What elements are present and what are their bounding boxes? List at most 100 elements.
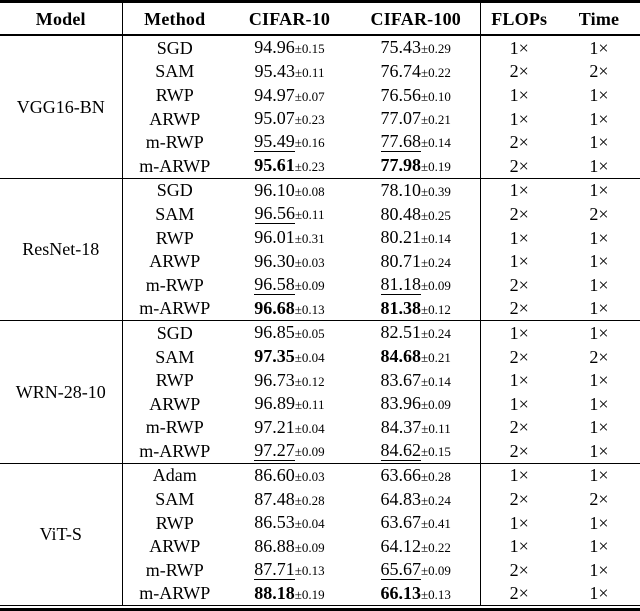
cifar10-value-cell: 87.48±0.28 <box>227 487 352 511</box>
time-cell: 1× <box>589 512 609 533</box>
flops-cell: 2× <box>479 415 558 440</box>
accuracy-std: ±0.09 <box>294 539 325 555</box>
flops-cell: 1× <box>479 225 558 250</box>
time-cell: 2× <box>589 61 609 82</box>
method-cell: RWP <box>121 510 227 535</box>
column-header-time: Time <box>558 3 640 36</box>
model-cell: WRN-28-10 <box>15 381 106 402</box>
cifar10-value-cell: 87.71±0.13 <box>227 558 352 582</box>
table-row: ARWP 86.88±0.09 64.12±0.22 1× 1× <box>0 534 640 559</box>
accuracy-value: 96.68 <box>254 297 295 318</box>
accuracy-value: 96.10 <box>254 179 295 200</box>
time-cell: 1× <box>589 227 609 248</box>
flops-cell: 2× <box>479 439 558 464</box>
method-cell: SAM <box>121 202 227 226</box>
table-row: RWP 94.97±0.07 76.56±0.10 1× 1× <box>0 83 640 107</box>
accuracy-std: ±0.13 <box>421 587 451 602</box>
accuracy-value: 96.58 <box>254 273 295 295</box>
header-row: Model Method CIFAR-10 CIFAR-100 FLOPs Ti… <box>0 3 640 36</box>
flops-cell: 1× <box>479 178 558 203</box>
accuracy-std: ±0.09 <box>421 277 451 293</box>
accuracy-value: 77.07 <box>380 108 422 129</box>
accuracy-std: ±0.21 <box>421 350 451 366</box>
time-cell: 1× <box>589 393 609 414</box>
cifar10-value-cell: 88.18±0.19 <box>227 582 352 606</box>
flops-cell: 1× <box>479 510 558 535</box>
cifar10-value-cell: 96.30±0.03 <box>227 249 352 273</box>
cifar100-value-cell: 77.68±0.14 <box>352 130 480 154</box>
method-cell: SAM <box>121 59 227 84</box>
table-row: m-RWP 97.21±0.04 84.37±0.11 2× 1× <box>0 415 640 440</box>
accuracy-value: 63.66 <box>380 465 422 486</box>
method-cell: m-ARWP <box>121 153 227 179</box>
time-cell: 2× <box>589 203 609 224</box>
time-cell: 1× <box>589 132 609 153</box>
method-cell: m-ARWP <box>121 296 227 321</box>
time-cell: 1× <box>589 465 609 486</box>
time-cell: 1× <box>589 155 609 176</box>
table-row: m-RWP 87.71±0.13 65.67±0.09 2× 1× <box>0 558 640 582</box>
accuracy-std: ±0.24 <box>421 492 451 508</box>
flops-cell: 2× <box>479 581 558 606</box>
flops-cell: 2× <box>479 130 558 154</box>
accuracy-value: 80.48 <box>380 203 422 224</box>
cifar10-value-cell: 95.07±0.23 <box>227 107 352 131</box>
accuracy-std: ±0.21 <box>421 112 451 128</box>
time-cell: 1× <box>589 440 609 461</box>
cifar100-value-cell: 75.43±0.29 <box>352 35 480 60</box>
accuracy-value: 86.88 <box>254 535 295 556</box>
method-cell: m-RWP <box>121 558 227 582</box>
flops-cell: 2× <box>479 59 558 84</box>
block-wrn-28-10: WRN-28-10 SGD 96.85±0.05 82.51±0.24 1× 1… <box>0 320 640 464</box>
accuracy-std: ±0.28 <box>421 469 451 485</box>
table-row: m-ARWP 88.18±0.19 66.13±0.13 2× 1× <box>0 581 640 606</box>
table-row: RWP 96.01±0.31 80.21±0.14 1× 1× <box>0 225 640 250</box>
table-row: RWP 86.53±0.04 63.67±0.41 1× 1× <box>0 510 640 535</box>
cifar100-value-cell: 82.51±0.24 <box>352 321 480 345</box>
cifar10-value-cell: 96.01±0.31 <box>227 226 352 250</box>
flops-cell: 1× <box>479 320 558 345</box>
column-header-method: Method <box>121 3 227 36</box>
accuracy-std: ±0.09 <box>421 397 451 413</box>
block-vgg16-bn: VGG16-BN SGD 94.96±0.15 75.43±0.29 1× 1×… <box>0 35 640 179</box>
time-cell: 2× <box>589 346 609 367</box>
accuracy-value: 95.43 <box>254 60 296 81</box>
method-cell: ARWP <box>121 106 227 131</box>
time-cell: 1× <box>589 298 609 319</box>
cifar10-value-cell: 86.53±0.04 <box>227 511 352 535</box>
accuracy-value: 96.01 <box>254 227 295 248</box>
accuracy-std: ±0.29 <box>421 41 451 57</box>
table-row: ViT-S Adam 86.60±0.03 63.66±0.28 1× 1× <box>0 463 640 543</box>
method-cell: ARWP <box>121 534 227 559</box>
block-resnet-18: ResNet-18 SGD 96.10±0.08 78.10±0.39 1× 1… <box>0 178 640 321</box>
cifar100-value-cell: 84.62±0.15 <box>352 439 480 463</box>
cifar10-value-cell: 97.27±0.09 <box>227 439 352 463</box>
accuracy-value: 87.71 <box>254 558 295 580</box>
cifar10-value-cell: 94.96±0.15 <box>227 35 352 60</box>
cifar10-value-cell: 96.56±0.11 <box>227 202 352 226</box>
table-row: m-ARWP 96.68±0.13 81.38±0.12 2× 1× <box>0 296 640 321</box>
cifar10-value-cell: 96.85±0.05 <box>227 321 352 345</box>
accuracy-value: 96.85 <box>254 322 295 343</box>
flops-cell: 2× <box>479 487 558 511</box>
accuracy-value: 84.68 <box>380 346 422 367</box>
accuracy-std: ±0.16 <box>294 135 325 151</box>
accuracy-std: ±0.41 <box>421 516 451 532</box>
accuracy-value: 78.10 <box>380 179 422 200</box>
time-cell: 1× <box>589 559 609 580</box>
accuracy-value: 84.62 <box>380 439 422 461</box>
table-row: ARWP 95.07±0.23 77.07±0.21 1× 1× <box>0 106 640 131</box>
table-row: SAM 95.43±0.11 76.74±0.22 2× 2× <box>0 59 640 84</box>
accuracy-std: ±0.09 <box>294 277 325 293</box>
accuracy-std: ±0.04 <box>294 420 325 436</box>
accuracy-std: ±0.22 <box>421 64 451 80</box>
model-cell: ResNet-18 <box>22 239 100 260</box>
table-row: SAM 87.48±0.28 64.83±0.24 2× 2× <box>0 487 640 511</box>
block-vit-s: ViT-S Adam 86.60±0.03 63.66±0.28 1× 1× S… <box>0 463 640 606</box>
method-cell: m-RWP <box>121 130 227 154</box>
column-header-model: Model <box>0 3 122 36</box>
flops-cell: 1× <box>479 463 558 488</box>
accuracy-value: 81.38 <box>380 297 422 318</box>
table-row: WRN-28-10 SGD 96.85±0.05 82.51±0.24 1× 1… <box>0 320 640 401</box>
method-cell: m-ARWP <box>121 439 227 464</box>
